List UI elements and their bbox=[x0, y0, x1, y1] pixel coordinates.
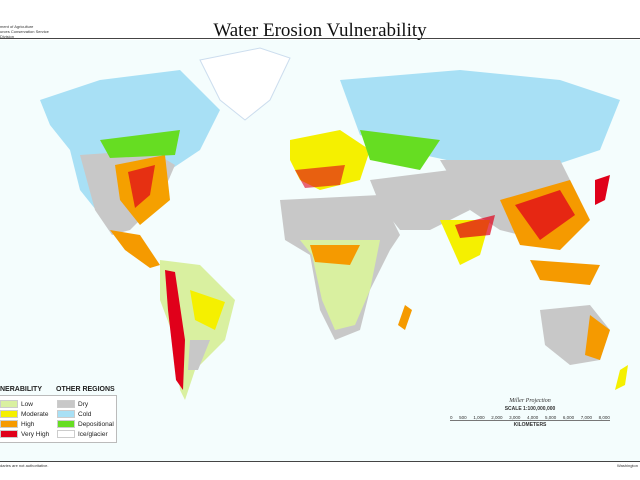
legend-high: High bbox=[0, 420, 34, 428]
scale-ratio: SCALE 1:100,000,000 bbox=[504, 406, 556, 412]
andes-veryhigh bbox=[165, 270, 185, 390]
legend-very-high: Very High bbox=[0, 430, 49, 438]
legend-ice: Ice/glacier bbox=[57, 430, 108, 438]
agency-line: urces Conservation Service bbox=[0, 29, 49, 34]
central-america bbox=[110, 230, 160, 268]
north-america-depositional bbox=[100, 130, 180, 158]
bottom-rule bbox=[0, 461, 640, 462]
legend-cold: Cold bbox=[57, 410, 91, 418]
brazil-moderate bbox=[190, 290, 225, 330]
new-zealand bbox=[615, 365, 628, 390]
north-america-veryhigh bbox=[128, 165, 155, 208]
agency-line: ment of Agriculture bbox=[0, 24, 34, 29]
china-veryhigh bbox=[515, 190, 575, 240]
top-rule bbox=[0, 38, 640, 39]
russia-depositional bbox=[360, 130, 440, 170]
legend-depositional: Depositional bbox=[57, 420, 114, 428]
australia-east bbox=[585, 315, 610, 360]
europe-veryhigh bbox=[295, 165, 345, 188]
footer-location: Washington bbox=[617, 463, 638, 468]
scale-ticks: 0 500 1,000 2,000 3,000 4,000 5,000 6,000 7,000 8… bbox=[450, 415, 610, 421]
middle-east-dry bbox=[370, 170, 470, 230]
himalaya-veryhigh bbox=[455, 215, 495, 238]
patagonia-dry bbox=[188, 340, 210, 370]
world-map bbox=[0, 40, 640, 462]
other-regions-heading: OTHER REGIONS bbox=[56, 386, 115, 393]
africa-high bbox=[310, 245, 360, 265]
agency-line: Division bbox=[0, 34, 15, 39]
scale-units: KILOMETERS bbox=[513, 422, 547, 428]
greenland bbox=[199, 47, 291, 121]
footer-note: daries are not authoritative. bbox=[0, 463, 49, 468]
projection-label: Miller Projection bbox=[509, 398, 551, 404]
map-title: Water Erosion Vulnerability bbox=[213, 20, 427, 41]
madagascar bbox=[398, 305, 412, 330]
japan bbox=[595, 175, 610, 205]
southeast-asia bbox=[530, 260, 600, 285]
legend-moderate: Moderate bbox=[0, 410, 48, 418]
legend-low: Low bbox=[0, 400, 33, 408]
africa-low bbox=[300, 240, 380, 330]
legend: Low Moderate High Very High Dry Cold Dep… bbox=[0, 395, 117, 443]
legend-dry: Dry bbox=[57, 400, 88, 408]
vulnerability-heading: NERABILITY bbox=[0, 386, 42, 393]
